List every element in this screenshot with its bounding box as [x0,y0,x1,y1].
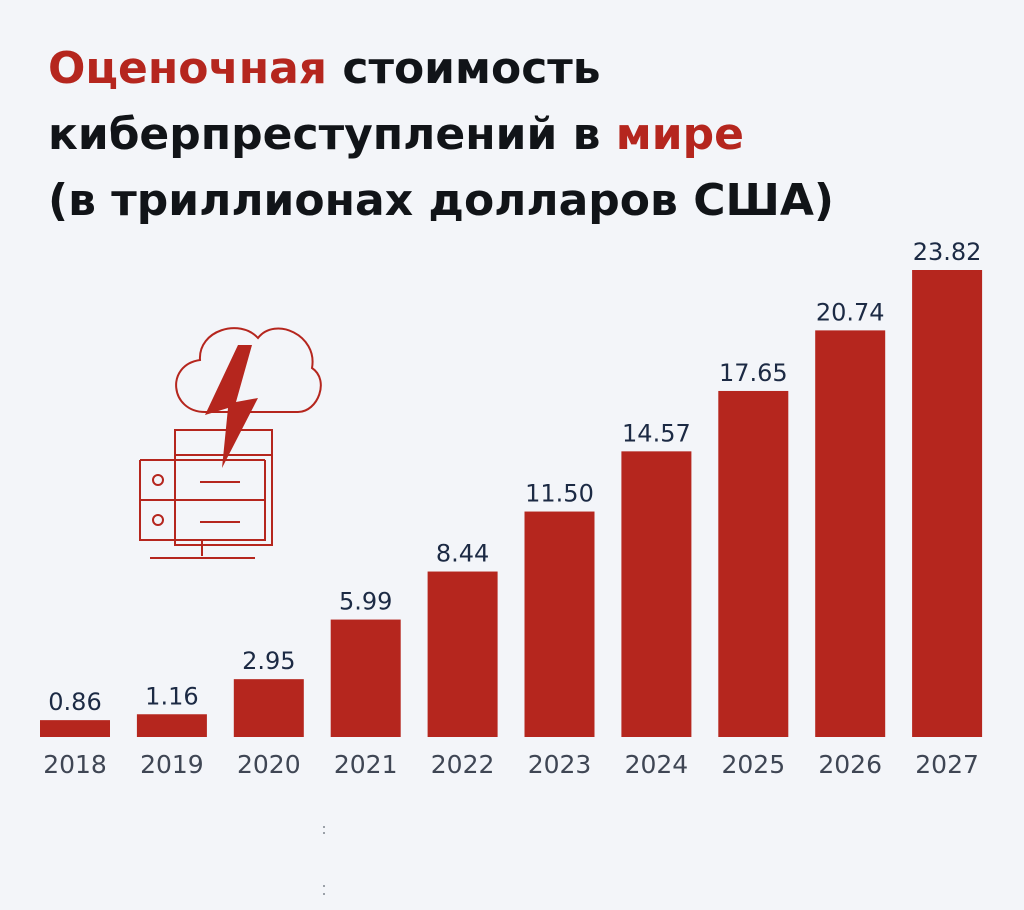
title-part-2: киберпреступлений в [48,109,616,160]
cloud-lightning-server-icon [139,327,322,559]
value-label-2027: 23.82 [913,238,982,266]
chart-title: Оценочная стоимость киберпреступлений в … [48,36,988,234]
dot-mark [323,832,325,834]
bar-2025 [718,390,789,737]
title-part-1: стоимость [327,43,601,94]
value-label-2021: 5.99 [339,588,392,616]
value-labels-group: 0.86 1.16 2.95 5.99 8.44 11.50 14.57 17.65 20.74… [48,238,981,716]
title-part-3: (в триллионах долларов США) [48,175,835,226]
dot-mark [323,893,325,895]
title-accent-2: мире [615,109,744,160]
category-label-2021: 2021 [334,750,398,779]
lightning-bolt-icon [205,345,258,468]
dot-mark [323,885,325,887]
bar-2018 [40,720,110,737]
value-label-2019: 1.16 [145,682,198,710]
title-accent-1: Оценочная [48,43,328,94]
category-labels-group: 2018 2019 2020 2021 2022 2023 2024 2025 2026 2027 [43,750,979,779]
bar-2027 [912,270,983,737]
bars-group [40,270,983,737]
dot-mark [323,826,325,828]
bar-2022 [427,571,498,737]
value-label-2023: 11.50 [525,480,594,508]
bar-2020 [233,679,304,737]
value-label-2025: 17.65 [719,359,788,387]
category-label-2027: 2027 [915,750,979,779]
bar-2023 [524,511,595,737]
value-label-2022: 8.44 [436,540,489,568]
bar-2019 [136,714,207,737]
category-label-2024: 2024 [625,750,689,779]
value-label-2020: 2.95 [242,647,295,675]
value-label-2026: 20.74 [816,298,885,326]
category-label-2022: 2022 [431,750,495,779]
bar-2024 [621,451,692,737]
value-label-2024: 14.57 [622,419,691,447]
category-label-2026: 2026 [818,750,882,779]
category-label-2020: 2020 [237,750,301,779]
bar-2021 [330,619,401,737]
category-label-2018: 2018 [43,750,107,779]
value-label-2018: 0.86 [48,688,101,716]
bar-2026 [815,330,886,737]
category-label-2025: 2025 [721,750,785,779]
category-label-2019: 2019 [140,750,204,779]
category-label-2023: 2023 [528,750,592,779]
